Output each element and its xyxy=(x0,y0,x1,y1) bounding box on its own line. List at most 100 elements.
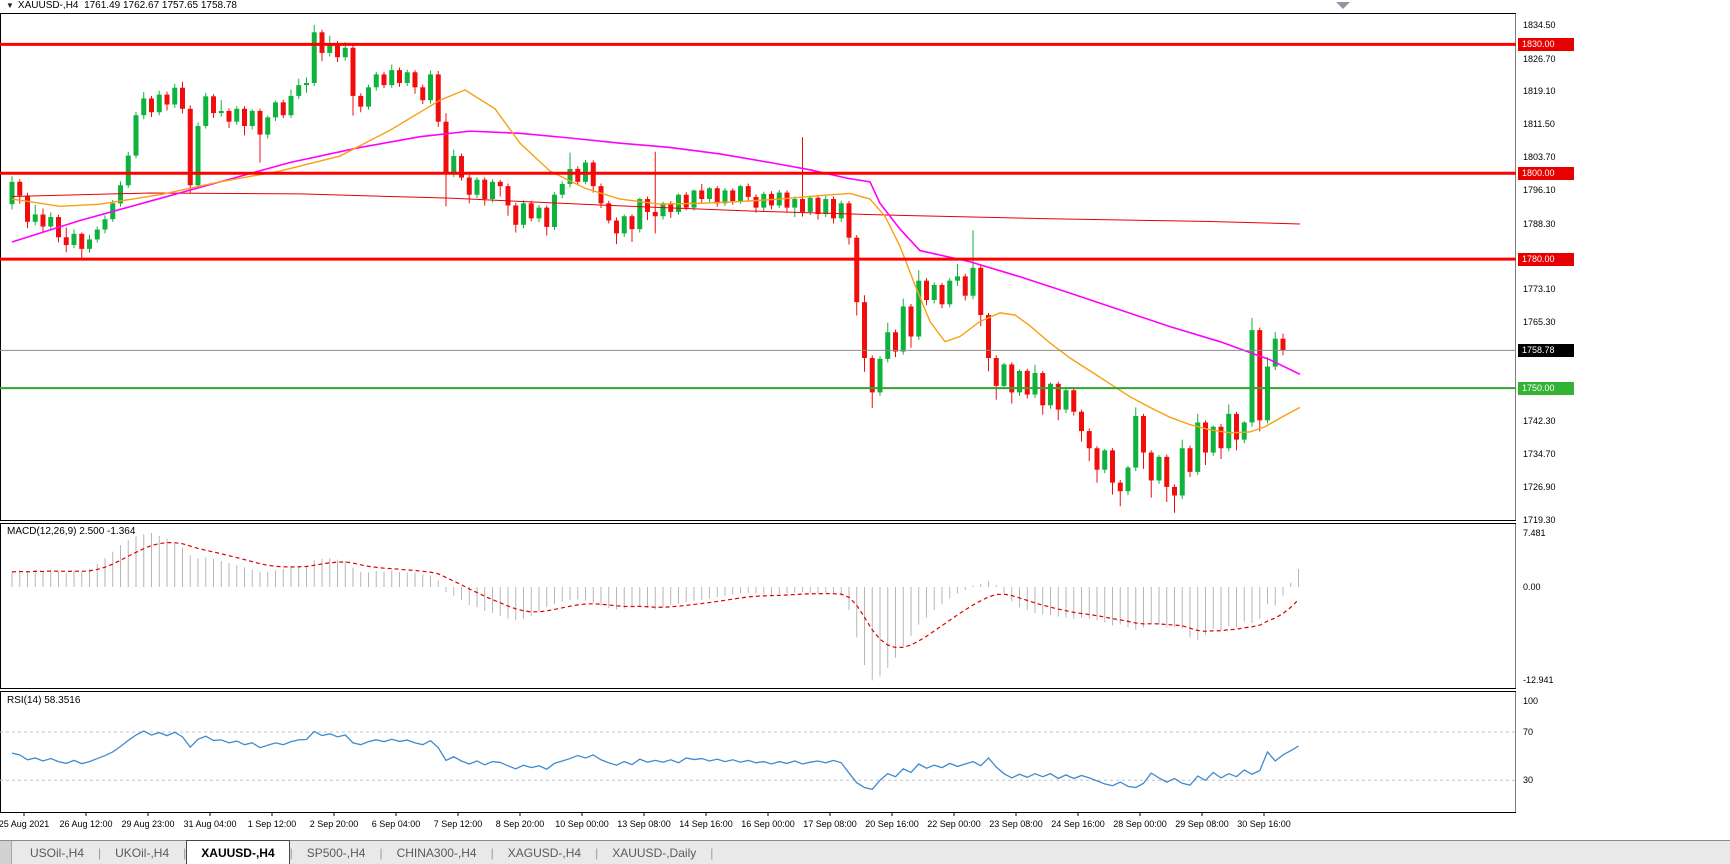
candle-body xyxy=(1024,370,1030,395)
candle-body xyxy=(1156,456,1162,481)
tab-divider: | xyxy=(379,846,383,860)
time-axis-label: 23 Sep 08:00 xyxy=(989,819,1043,829)
candle-body xyxy=(172,87,178,105)
candle-body xyxy=(288,95,294,116)
chart-tab-sp500-h4[interactable]: SP500-,H4 xyxy=(306,846,366,860)
price-axis-label: 1819.10 xyxy=(1523,86,1556,97)
candle-body xyxy=(745,186,751,197)
candle-body xyxy=(1234,413,1239,440)
price-axis-label: 1803.70 xyxy=(1523,152,1556,163)
collapse-quote-icon[interactable]: ▼ xyxy=(6,1,14,10)
candle-body xyxy=(32,214,38,222)
candle-body xyxy=(955,276,960,281)
rsi-axis-label: 100 xyxy=(1523,696,1539,706)
candle-body xyxy=(722,190,728,204)
price-axis-label: 1834.50 xyxy=(1523,20,1556,30)
candle-body xyxy=(273,102,278,118)
candle-body xyxy=(358,95,364,107)
candle-body xyxy=(87,239,92,249)
time-axis-label: 14 Sep 16:00 xyxy=(679,819,733,829)
candle-body xyxy=(536,207,542,219)
macd-axis-label: 7.481 xyxy=(1523,527,1546,538)
candle-body xyxy=(218,110,224,114)
candle-body xyxy=(187,108,193,186)
candle-body xyxy=(637,199,643,230)
candle-body xyxy=(528,203,534,219)
candle-body xyxy=(505,186,511,206)
candle-body xyxy=(1032,373,1038,395)
candle-body xyxy=(249,110,255,126)
candle-body xyxy=(1179,448,1185,496)
candle-body xyxy=(831,199,836,219)
candle-body xyxy=(474,179,480,195)
candle-body xyxy=(412,72,418,88)
candle-body xyxy=(939,284,945,305)
candle-body xyxy=(846,203,852,238)
candle-body xyxy=(986,315,991,359)
time-axis-label: 16 Sep 00:00 xyxy=(741,819,795,829)
candle-body xyxy=(854,237,860,303)
candle-body xyxy=(683,194,689,208)
time-axis-label: 30 Sep 16:00 xyxy=(1237,819,1291,829)
macd-indicator-label: MACD(12,26,9) 2.500 -1.364 xyxy=(7,526,136,537)
candle-body xyxy=(645,199,650,212)
candle-body xyxy=(1110,450,1115,483)
price-axis-label: 1719.30 xyxy=(1523,515,1556,525)
candle-body xyxy=(1249,330,1255,423)
candle-body xyxy=(195,125,201,186)
candle-body xyxy=(156,94,162,113)
candle-body xyxy=(94,229,100,240)
candle-body xyxy=(800,199,805,212)
symbol-period-label: XAUUSD-,H4 xyxy=(17,0,79,11)
chart-tab-xagusd-h4[interactable]: XAGUSD-,H4 xyxy=(507,846,582,860)
macd-axis-label: 0.00 xyxy=(1523,582,1541,592)
time-axis[interactable]: 25 Aug 2021 26 Aug 12:00 29 Aug 23:00 31 Au… xyxy=(0,817,1516,835)
rsi-indicator-label: RSI(14) 58.3516 xyxy=(7,695,81,706)
price-axis-label: 1826.70 xyxy=(1523,53,1556,64)
price-axis[interactable]: 1834.50 1826.70 1819.10 1811.50 1803.70 1796.… xyxy=(1516,0,1730,836)
candle-body xyxy=(544,207,550,227)
candle-body xyxy=(1071,390,1077,412)
rsi-line xyxy=(11,730,1299,791)
candle-body xyxy=(296,85,302,96)
chart-tab-xauusd-h4[interactable]: XAUUSD-,H4 xyxy=(186,840,290,864)
time-axis-label: 29 Aug 23:00 xyxy=(121,819,175,829)
candle-body xyxy=(482,179,488,200)
candle-body xyxy=(947,280,953,305)
candle-body xyxy=(730,190,736,202)
chart-tab-usoil-h4[interactable]: USOil-,H4 xyxy=(30,846,85,860)
candle-body xyxy=(1164,456,1170,487)
candle-body xyxy=(823,199,829,215)
candle-body xyxy=(435,74,441,122)
candle-body xyxy=(621,216,627,234)
chart-tab-xauusd-daily[interactable]: XAUUSD-,Daily xyxy=(612,846,697,860)
candle-body xyxy=(257,110,263,135)
level-price-badge: 1750.00 xyxy=(1518,381,1574,395)
candle-body xyxy=(893,332,898,352)
bid-price-badge: 1758.78 xyxy=(1518,343,1574,357)
chart-shift-marker-icon[interactable] xyxy=(1336,2,1350,9)
candle-body xyxy=(497,181,503,187)
candle-body xyxy=(738,186,743,202)
price-axis-label: 1734.70 xyxy=(1523,448,1556,459)
candle-body xyxy=(9,181,15,205)
chart-tab-china300-h4[interactable]: CHINA300-,H4 xyxy=(396,846,477,860)
level-price-badge: 1780.00 xyxy=(1518,252,1574,266)
candle-body xyxy=(1187,448,1193,472)
time-axis-label: 25 Aug 2021 xyxy=(0,819,50,829)
candle-body xyxy=(1117,482,1123,492)
price-axis-label: 1742.30 xyxy=(1523,416,1556,427)
candle-body xyxy=(691,190,697,208)
tab-divider: | xyxy=(183,846,187,860)
candle-body xyxy=(149,98,154,113)
candle-body xyxy=(1063,390,1069,410)
candle-body xyxy=(908,306,914,337)
tab-scroll-stub[interactable] xyxy=(0,841,12,864)
chart-tab-ukoil-h4[interactable]: UKOil-,H4 xyxy=(115,846,170,860)
candle-body xyxy=(1055,383,1061,410)
price-axis-label: 1811.50 xyxy=(1523,118,1555,129)
candle-body xyxy=(652,211,658,217)
candle-body xyxy=(614,220,619,234)
